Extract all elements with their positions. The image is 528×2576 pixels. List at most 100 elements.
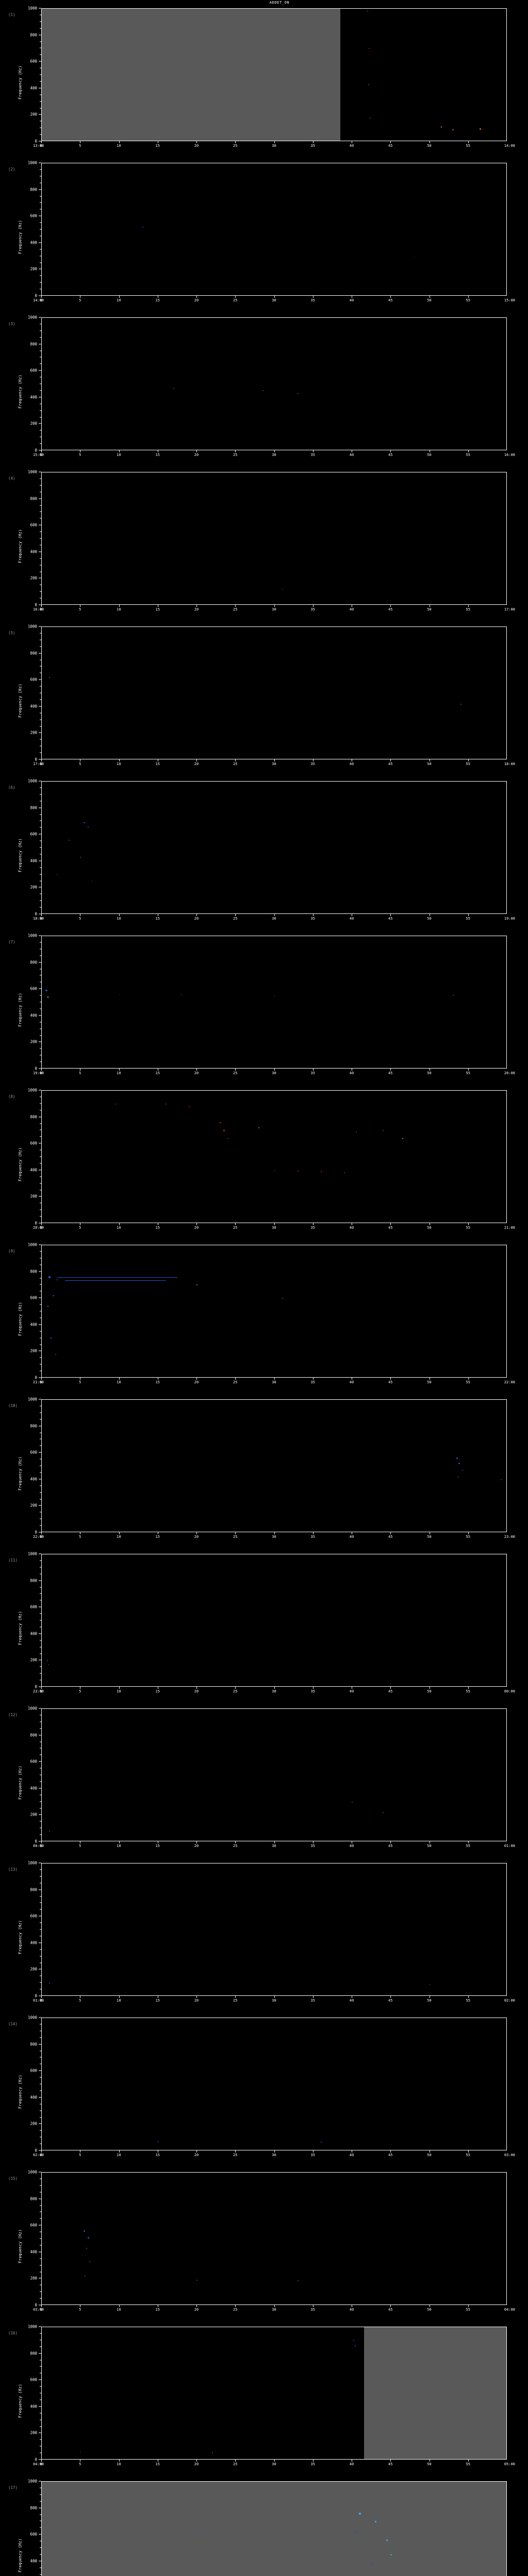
y-tick-mark-minor (40, 1492, 41, 1493)
x-tick-label: 15 (155, 917, 160, 921)
x-tick-label: 5 (79, 917, 81, 921)
detection-point (134, 2551, 136, 2553)
y-tick-mark (39, 317, 41, 318)
x-tick-label: 25 (233, 2308, 238, 2312)
y-tick-label: 800 (30, 1269, 37, 1274)
detection-point (114, 1103, 117, 1105)
y-tick-mark (39, 2278, 41, 2279)
spectrogram-plot-area[interactable] (41, 2327, 507, 2460)
x-tick-label: 10 (117, 453, 121, 457)
detection-point (87, 2237, 89, 2239)
spectrogram-panel: Frequency (Hz) (7) 0 200 400 600 800 1000 0 5 10 15… (0, 933, 528, 1087)
y-tick-label: 1000 (27, 933, 37, 938)
spectrogram-plot-area[interactable] (41, 1863, 507, 1996)
detection-point (457, 1476, 458, 1478)
x-tick-mark (235, 450, 236, 452)
x-tick-label: 15 (155, 762, 160, 766)
y-tick-label: 200 (30, 1657, 37, 1663)
x-tick-label: 50 (427, 298, 432, 302)
detection-point (212, 2452, 213, 2453)
y-tick-mark-minor (40, 478, 41, 479)
x-tick-label: 30 (272, 1689, 276, 1693)
spectrogram-plot-area[interactable] (41, 2172, 507, 2305)
spectrogram-plot-area[interactable] (41, 317, 507, 450)
y-axis-ticks: 0 200 400 600 800 1000 (0, 1243, 41, 1380)
y-tick-mark-minor (40, 1284, 41, 1285)
x-tick-mark (312, 914, 314, 916)
y-tick-mark (39, 1969, 41, 1970)
y-tick-label: 800 (30, 1423, 37, 1429)
y-tick-mark-minor (40, 1869, 41, 1870)
x-tick-mark (235, 1996, 236, 1998)
panel-end-time: 23:00 (504, 1535, 515, 1539)
x-tick-label: 40 (349, 2308, 354, 2312)
y-tick-label: 1000 (27, 315, 37, 320)
x-tick-label: 15 (155, 1380, 160, 1384)
x-tick-label: 30 (272, 144, 276, 148)
y-tick-mark (39, 61, 41, 62)
y-tick-label: 1000 (27, 1551, 37, 1556)
x-tick-mark (235, 605, 236, 607)
panel-number: (2) (8, 167, 15, 172)
x-tick-mark (119, 1378, 120, 1380)
spectrogram-plot-area[interactable] (41, 936, 507, 1069)
y-tick-mark-minor (40, 2366, 41, 2367)
y-tick-label: 0 (35, 602, 37, 607)
y-tick-mark (39, 759, 41, 760)
y-tick-mark-minor (40, 41, 41, 42)
detection-point (80, 2451, 81, 2453)
x-tick-label: 35 (310, 144, 315, 148)
y-tick-label: 200 (30, 730, 37, 735)
detection-point (458, 1463, 460, 1465)
x-tick-label: 0 (40, 144, 43, 148)
x-tick-label: 10 (117, 144, 121, 148)
x-tick-label: 55 (466, 144, 470, 148)
y-tick-mark (39, 1452, 41, 1453)
spectrogram-plot-area[interactable] (41, 626, 507, 759)
detection-point (196, 2280, 197, 2281)
y-tick-mark-minor (40, 2077, 41, 2078)
spectrogram-plot-area[interactable] (41, 1554, 507, 1687)
x-tick-mark (119, 2150, 120, 2153)
y-tick-mark-minor (40, 2419, 41, 2420)
x-tick-mark (235, 759, 236, 761)
x-tick-mark (390, 605, 391, 607)
y-tick-label: 0 (35, 1993, 37, 1998)
x-tick-label: 40 (349, 298, 354, 302)
x-tick-label: 55 (466, 1998, 470, 2003)
detection-point (352, 1801, 353, 1803)
y-tick-mark-minor (40, 21, 41, 22)
y-tick-mark-minor (40, 2218, 41, 2219)
x-tick-label: 5 (79, 2308, 81, 2312)
spectrogram-plot-area[interactable] (41, 1245, 507, 1378)
spectrogram-plot-area[interactable] (41, 2018, 507, 2150)
y-tick-mark-minor (40, 350, 41, 351)
spectrogram-plot-area[interactable] (41, 1090, 507, 1223)
y-tick-mark-minor (40, 1405, 41, 1406)
x-tick-mark (41, 2150, 42, 2153)
x-tick-label: 40 (349, 1226, 354, 1230)
x-tick-mark (196, 2460, 197, 2462)
x-tick-mark (312, 759, 314, 761)
x-tick-label: 0 (40, 1071, 43, 1075)
spectrogram-plot-area[interactable] (41, 2481, 507, 2576)
x-tick-mark (119, 1841, 120, 1843)
spectrogram-plot-area[interactable] (41, 472, 507, 605)
x-tick-mark (235, 914, 236, 916)
spectrogram-plot-area[interactable] (41, 8, 507, 141)
y-tick-label: 0 (35, 757, 37, 762)
x-tick-mark (119, 141, 120, 143)
y-tick-label: 200 (30, 885, 37, 890)
x-axis-ticks: 0 5 10 15 20 25 30 35 40 45 50 55 16:00 17:00 (33, 605, 515, 618)
y-tick-mark (39, 1505, 41, 1506)
x-tick-label: 25 (233, 607, 238, 612)
spectrogram-plot-area[interactable] (41, 163, 507, 296)
x-tick-label: 10 (117, 2308, 121, 2312)
panel-start-time: 16:00 (33, 607, 44, 612)
spectrogram-plot-area[interactable] (41, 781, 507, 914)
y-tick-mark-minor (40, 598, 41, 599)
detection-point (386, 2539, 388, 2541)
spectrogram-plot-area[interactable] (41, 1399, 507, 1532)
spectrogram-plot-area[interactable] (41, 1708, 507, 1841)
detection-point (57, 874, 58, 875)
